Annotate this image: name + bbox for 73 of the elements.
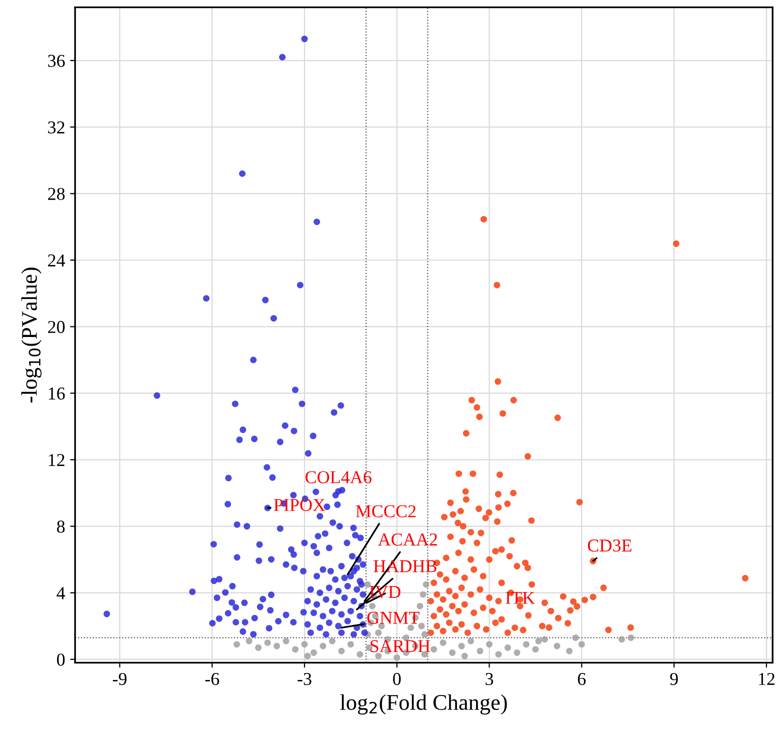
point bbox=[421, 631, 428, 638]
annotation: SARDH bbox=[370, 640, 430, 652]
x-tick-label: -3 bbox=[298, 672, 312, 686]
point bbox=[554, 642, 560, 650]
point bbox=[369, 602, 376, 610]
annotation: MCCC2 bbox=[356, 505, 416, 518]
point bbox=[486, 641, 493, 648]
point bbox=[422, 581, 430, 588]
point bbox=[461, 652, 468, 660]
annotation: ACAA2 bbox=[378, 534, 437, 546]
y-tick-label: 36 bbox=[48, 54, 65, 67]
y-tick-label: 12 bbox=[48, 454, 64, 466]
point bbox=[541, 636, 548, 643]
point bbox=[416, 602, 424, 610]
point bbox=[292, 646, 299, 653]
y-tick-label: 8 bbox=[57, 520, 65, 533]
x-tick-label: 12 bbox=[759, 672, 774, 685]
y-tick-label: 20 bbox=[48, 320, 65, 334]
point bbox=[394, 654, 400, 661]
point bbox=[578, 641, 585, 648]
annotation: COL4A6 bbox=[306, 471, 372, 484]
y-tick-label: 28 bbox=[48, 188, 65, 200]
point bbox=[468, 638, 474, 644]
x-tick-label: 9 bbox=[670, 672, 678, 686]
y-tick-label: 16 bbox=[48, 388, 65, 400]
x-tick-label: 3 bbox=[486, 672, 494, 686]
point bbox=[572, 634, 579, 641]
point bbox=[233, 641, 240, 648]
point bbox=[375, 629, 382, 636]
point bbox=[495, 651, 502, 658]
point bbox=[255, 644, 262, 651]
point bbox=[514, 649, 520, 656]
point bbox=[418, 622, 425, 630]
x-axis-title: log$_{2}$(Fold Change) bbox=[340, 694, 507, 715]
y-tick-label: 4 bbox=[56, 587, 66, 600]
point bbox=[282, 638, 290, 644]
y-axis-title: -log$_{10}$(PValue) bbox=[21, 268, 42, 402]
point bbox=[458, 642, 465, 650]
y-tick-label: 24 bbox=[48, 254, 66, 266]
x-tick-label: -6 bbox=[205, 672, 220, 686]
point bbox=[264, 639, 271, 646]
point bbox=[440, 639, 446, 646]
point bbox=[430, 646, 438, 653]
point bbox=[618, 636, 625, 643]
point bbox=[375, 652, 382, 660]
point bbox=[301, 641, 308, 648]
point bbox=[628, 634, 634, 641]
point bbox=[304, 652, 311, 660]
point bbox=[356, 651, 364, 658]
point bbox=[328, 638, 336, 644]
point bbox=[504, 644, 512, 651]
x-tick-label: 6 bbox=[578, 672, 586, 686]
point bbox=[532, 646, 539, 653]
point bbox=[320, 642, 326, 650]
point bbox=[338, 648, 345, 654]
point bbox=[347, 641, 354, 648]
point bbox=[449, 649, 456, 656]
x-tick-label: -9 bbox=[112, 672, 127, 686]
point bbox=[274, 642, 280, 650]
point bbox=[408, 624, 414, 631]
point bbox=[420, 591, 426, 598]
point bbox=[566, 648, 573, 654]
y-tick-label: 0 bbox=[57, 654, 65, 666]
annotation: CD3E bbox=[588, 540, 632, 552]
point bbox=[535, 638, 542, 644]
point bbox=[522, 641, 530, 648]
annotation: GNMT bbox=[367, 612, 420, 624]
y-tick-label: 32 bbox=[48, 121, 64, 134]
point bbox=[476, 648, 484, 654]
x-tick-label: 0 bbox=[393, 672, 401, 686]
point bbox=[364, 581, 371, 588]
point bbox=[246, 638, 252, 644]
point bbox=[310, 649, 318, 656]
